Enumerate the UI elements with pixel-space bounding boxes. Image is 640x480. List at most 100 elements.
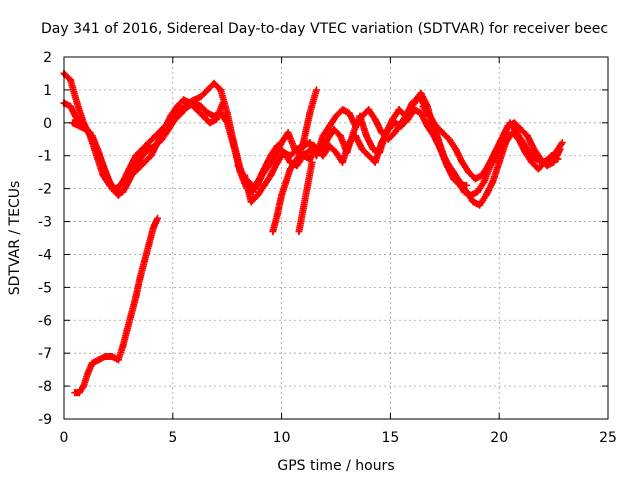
data-point: [404, 109, 412, 117]
data-point: [269, 227, 277, 235]
data-point: [471, 175, 479, 183]
data-point: [160, 125, 168, 133]
data-point: [371, 158, 379, 166]
data-point: [267, 152, 275, 160]
data-point: [304, 181, 312, 189]
x-axis-label: GPS time / hours: [277, 458, 394, 474]
data-point: [280, 148, 288, 156]
data-point: [352, 132, 360, 140]
chart-title: Day 341 of 2016, Sidereal Day-to-day VTE…: [41, 21, 608, 37]
data-point: [145, 139, 153, 147]
data-point: [371, 116, 379, 124]
data-point: [510, 119, 518, 127]
data-point: [121, 185, 129, 193]
data-point: [391, 129, 399, 137]
data-point: [515, 135, 523, 143]
data-point: [358, 112, 366, 120]
data-point: [101, 168, 109, 176]
data-point: [282, 178, 290, 186]
data-point: [530, 145, 538, 153]
y-tick-label: -1: [38, 149, 52, 165]
data-point: [537, 155, 545, 163]
data-point: [325, 142, 333, 150]
data-point: [286, 165, 294, 173]
data-point: [217, 86, 225, 94]
data-point: [452, 145, 460, 153]
data-point: [543, 162, 551, 170]
data-point: [502, 139, 510, 147]
data-point: [384, 135, 392, 143]
data-point: [336, 132, 344, 140]
data-point: [145, 241, 153, 249]
data-point: [417, 89, 425, 97]
data-point: [186, 99, 194, 107]
data-point: [141, 158, 149, 166]
x-tick-label: 0: [60, 430, 69, 446]
x-tick-label: 5: [168, 430, 177, 446]
data-point: [534, 165, 542, 173]
data-point: [391, 119, 399, 127]
data-point: [260, 165, 268, 173]
data-point: [484, 162, 492, 170]
data-point: [223, 109, 231, 117]
data-point: [299, 139, 307, 147]
y-tick-label: 2: [43, 50, 52, 66]
series-track-3: [69, 96, 227, 199]
data-point: [465, 168, 473, 176]
data-point: [295, 227, 303, 235]
data-point: [458, 158, 466, 166]
data-point: [119, 343, 127, 351]
data-point: [108, 185, 116, 193]
y-axis-label: SDTVAR / TECUs: [7, 181, 23, 296]
data-point: [463, 181, 471, 189]
data-point: [319, 152, 327, 160]
data-point: [132, 293, 140, 301]
data-point: [73, 99, 81, 107]
x-tick-label: 15: [381, 430, 399, 446]
data-point: [127, 310, 135, 318]
data-point: [197, 92, 205, 100]
data-point: [206, 119, 214, 127]
data-point: [443, 162, 451, 170]
data-point: [417, 109, 425, 117]
data-point: [154, 214, 162, 222]
data-point: [469, 198, 477, 206]
data-point: [212, 116, 220, 124]
data-point: [108, 352, 116, 360]
data-point: [247, 198, 255, 206]
data-point: [450, 175, 458, 183]
data-point: [508, 129, 516, 137]
data-point: [132, 152, 140, 160]
data-point: [95, 356, 103, 364]
data-point: [273, 142, 281, 150]
y-tick-label: -2: [38, 182, 52, 198]
data-point: [123, 326, 131, 334]
series-track-6: [234, 89, 471, 193]
plot-frame: [63, 56, 609, 420]
data-point: [489, 178, 497, 186]
data-point: [204, 109, 212, 117]
data-point: [114, 191, 122, 199]
data-point: [556, 145, 564, 153]
y-tick-label: -8: [38, 379, 52, 395]
data-point: [365, 152, 373, 160]
data-point: [278, 191, 286, 199]
data-point: [395, 106, 403, 114]
data-point: [306, 139, 314, 147]
data-point: [473, 188, 481, 196]
data-point: [260, 181, 268, 189]
y-tick-label: -4: [38, 247, 52, 263]
data-point: [521, 148, 529, 156]
grid-lines: [64, 57, 608, 419]
data-point: [528, 158, 536, 166]
data-point: [306, 109, 314, 117]
y-tick-label: 0: [43, 116, 52, 132]
data-point: [284, 129, 292, 137]
data-point: [88, 132, 96, 140]
data-point: [339, 158, 347, 166]
data-point: [149, 224, 157, 232]
data-point: [299, 204, 307, 212]
data-point: [491, 148, 499, 156]
